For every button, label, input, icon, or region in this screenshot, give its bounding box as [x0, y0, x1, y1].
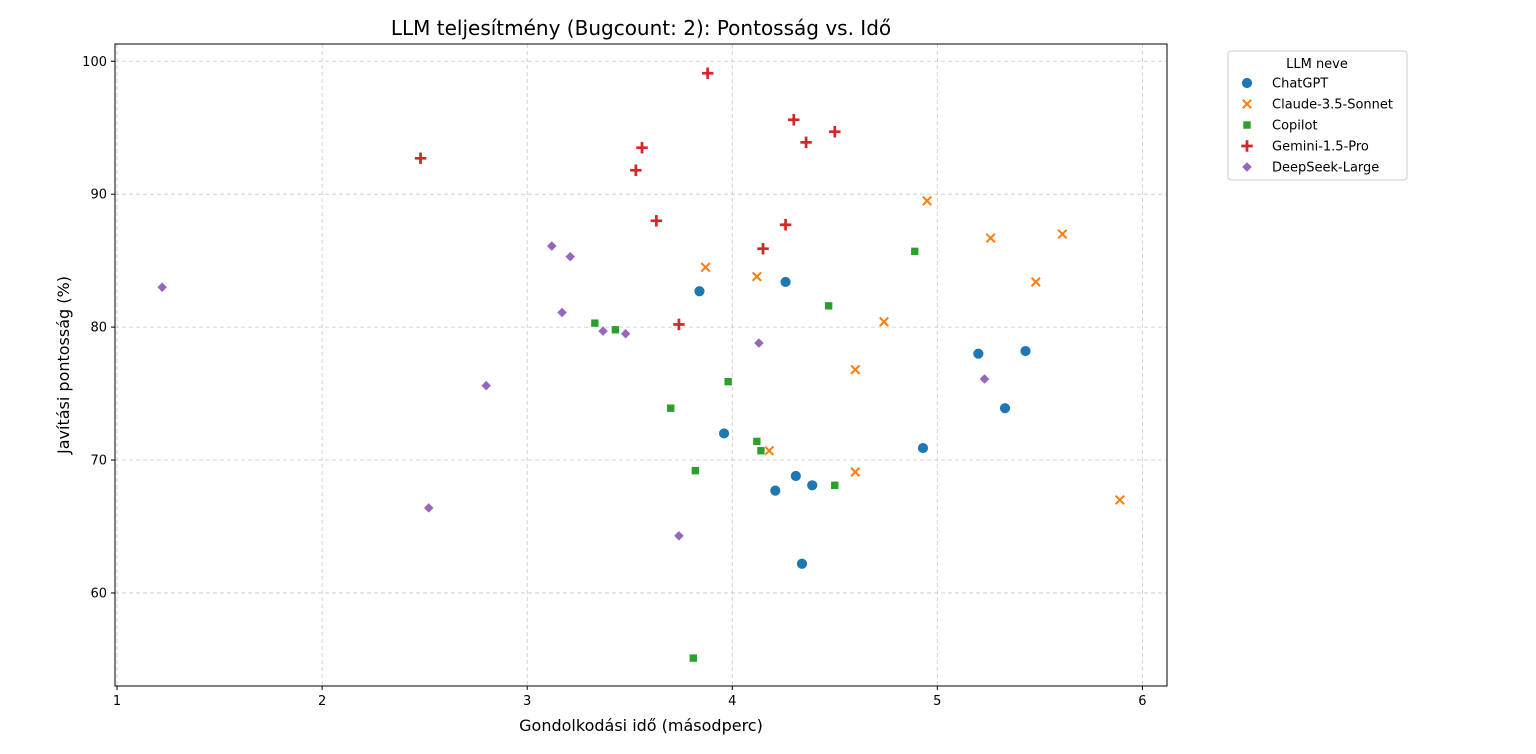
legend-marker-chatgpt	[1241, 77, 1253, 89]
x-tick-label: 5	[933, 694, 941, 709]
data-point-gemini-1-5-pro	[787, 113, 801, 127]
legend-marker-gemini-1-5-pro	[1240, 139, 1254, 153]
data-point-copilot	[666, 403, 676, 413]
data-point-copilot	[688, 653, 698, 663]
y-tick-label: 70	[90, 454, 107, 469]
data-point-copilot	[590, 318, 600, 328]
data-point-chatgpt	[796, 557, 808, 570]
data-point-deepseek-large	[753, 337, 765, 349]
data-point-deepseek-large	[978, 373, 991, 385]
legend-marker-copilot	[1242, 120, 1252, 130]
data-point-claude-3-5-sonnet	[985, 232, 997, 244]
legend-marker-claude-3-5-sonnet	[1241, 98, 1253, 110]
data-point-chatgpt	[806, 479, 819, 492]
legend-label-chatgpt: ChatGPT	[1272, 77, 1328, 92]
axis-ticks: 1 2 3 4 5 6 60 70 80 90 100	[82, 55, 1146, 709]
data-point-copilot	[611, 325, 620, 335]
legend-label-deepseek-large: DeepSeek-Large	[1272, 161, 1379, 176]
x-tick-label: 6	[1138, 694, 1146, 709]
plot-area-frame	[114, 43, 1168, 687]
data-point-copilot	[752, 437, 762, 446]
data-point-claude-3-5-sonnet	[700, 261, 712, 273]
data-point-gemini-1-5-pro	[828, 125, 842, 138]
data-point-deepseek-large	[423, 502, 435, 514]
data-point-claude-3-5-sonnet	[1114, 494, 1126, 506]
data-point-chatgpt	[1019, 345, 1032, 357]
data-point-deepseek-large	[673, 530, 685, 542]
data-point-copilot	[910, 247, 920, 256]
data-point-chatgpt	[693, 285, 706, 298]
data-point-deepseek-large	[619, 328, 632, 340]
data-point-chatgpt	[999, 402, 1011, 415]
grid-lines	[115, 44, 1167, 686]
data-point-claude-3-5-sonnet	[1030, 276, 1042, 288]
data-point-chatgpt	[779, 276, 792, 288]
data-point-chatgpt	[917, 442, 929, 454]
x-tick-label: 4	[728, 694, 736, 709]
legend-title: LLM neve	[1286, 57, 1348, 72]
data-point-claude-3-5-sonnet	[763, 445, 775, 457]
x-axis-label: Gondolkodási idő (másodperc)	[519, 716, 763, 735]
data-point-gemini-1-5-pro	[650, 214, 663, 228]
legend: LLM neve ChatGPT Claude-3.5-Sonnet Copilot…	[1227, 50, 1408, 181]
data-point-claude-3-5-sonnet	[849, 466, 861, 478]
data-point-copilot	[824, 301, 833, 311]
y-tick-label: 80	[90, 321, 107, 336]
chart-title: LLM teljesítmény (Bugcount: 2): Pontossá…	[391, 16, 891, 40]
data-point-deepseek-large	[597, 325, 609, 337]
data-point-claude-3-5-sonnet	[1056, 228, 1068, 240]
legend-box	[1227, 50, 1408, 181]
data-point-gemini-1-5-pro	[701, 66, 714, 80]
legend-label-gemini-1-5-pro: Gemini-1.5-Pro	[1272, 140, 1369, 155]
y-axis-label: Javítási pontosság (%)	[54, 276, 73, 455]
data-point-claude-3-5-sonnet	[878, 316, 890, 328]
data-point-copilot	[691, 466, 700, 475]
data-points	[156, 66, 1126, 663]
data-point-claude-3-5-sonnet	[751, 271, 763, 283]
data-point-chatgpt	[789, 470, 802, 482]
data-point-deepseek-large	[546, 240, 558, 252]
data-point-gemini-1-5-pro	[635, 141, 649, 154]
data-point-deepseek-large	[556, 306, 568, 319]
data-point-gemini-1-5-pro	[672, 318, 686, 331]
data-point-gemini-1-5-pro	[629, 164, 643, 177]
x-tick-label: 1	[113, 694, 121, 709]
data-point-chatgpt	[769, 484, 782, 497]
y-tick-label: 100	[82, 55, 107, 70]
x-tick-label: 3	[523, 694, 531, 709]
data-point-claude-3-5-sonnet	[849, 364, 861, 376]
data-point-copilot	[830, 480, 840, 490]
x-tick-label: 2	[318, 694, 326, 709]
legend-marker-deepseek-large	[1241, 161, 1253, 173]
data-point-chatgpt	[718, 427, 730, 440]
data-point-deepseek-large	[156, 281, 168, 293]
data-point-copilot	[723, 377, 733, 386]
y-tick-label: 60	[90, 586, 107, 601]
legend-items: ChatGPT Claude-3.5-Sonnet Copilot Gemini-1.…	[1240, 77, 1393, 176]
data-point-deepseek-large	[480, 379, 492, 392]
legend-label-claude-3-5-sonnet: Claude-3.5-Sonnet	[1272, 98, 1393, 113]
data-point-gemini-1-5-pro	[779, 218, 792, 232]
data-point-gemini-1-5-pro	[799, 136, 813, 149]
data-point-deepseek-large	[564, 251, 576, 263]
data-point-claude-3-5-sonnet	[921, 195, 933, 207]
data-point-chatgpt	[972, 347, 985, 360]
data-point-gemini-1-5-pro	[756, 242, 770, 255]
legend-label-copilot: Copilot	[1272, 119, 1318, 134]
y-tick-label: 90	[90, 188, 107, 203]
data-point-gemini-1-5-pro	[414, 152, 427, 165]
data-point-copilot	[756, 446, 766, 456]
